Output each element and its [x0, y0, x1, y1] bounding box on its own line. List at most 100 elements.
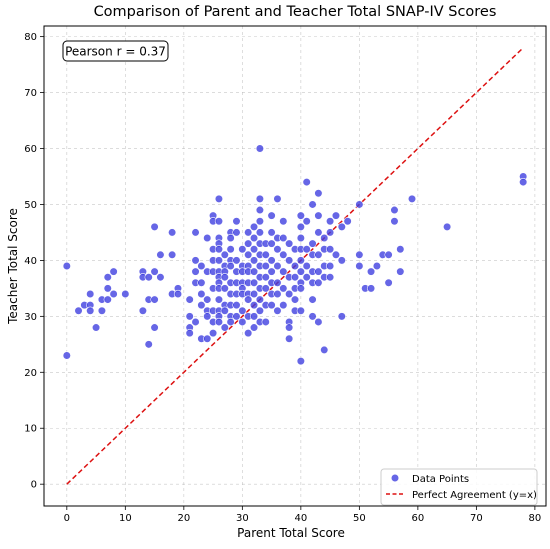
- data-point: [62, 351, 71, 360]
- data-point: [232, 312, 241, 321]
- data-point: [208, 329, 218, 338]
- axis-ticks: 0 10 20 30 40 50 60 70 80 0 10 20 30 40 50 60 70 80: [24, 32, 541, 524]
- data-point: [214, 217, 224, 226]
- data-point: [185, 329, 194, 338]
- legend-box: [380, 468, 538, 506]
- data-point: [314, 317, 323, 327]
- plot-frame: [43, 25, 547, 507]
- data-point: [214, 245, 224, 254]
- data-point: [185, 295, 194, 304]
- data-point: [255, 205, 265, 215]
- data-point: [384, 250, 393, 259]
- legend-label-points: Data Points: [412, 474, 469, 485]
- data-point: [296, 306, 305, 315]
- data-point: [302, 217, 311, 226]
- y-tick-label: 80: [24, 32, 37, 43]
- x-axis-label: Parent Total Score: [237, 526, 345, 540]
- data-point: [384, 278, 393, 287]
- data-point: [320, 345, 329, 355]
- data-point: [238, 245, 247, 254]
- data-point: [273, 245, 282, 254]
- data-point: [302, 273, 311, 282]
- data-point: [267, 267, 276, 276]
- data-point: [337, 222, 346, 231]
- data-point: [244, 295, 253, 304]
- data-point: [249, 256, 259, 265]
- data-point: [314, 278, 323, 287]
- data-point: [226, 261, 235, 271]
- data-point: [390, 217, 399, 226]
- data-point: [355, 200, 364, 209]
- data-point: [285, 289, 294, 299]
- data-point: [279, 217, 288, 226]
- data-point: [290, 295, 300, 304]
- data-point: [396, 267, 405, 276]
- data-point: [109, 289, 118, 299]
- data-point: [249, 301, 259, 310]
- data-point: [214, 256, 224, 265]
- data-point: [267, 256, 276, 265]
- data-point: [249, 233, 259, 243]
- data-point: [103, 284, 112, 293]
- data-point: [86, 289, 95, 299]
- data-point: [244, 250, 253, 259]
- x-tick-label: 20: [177, 513, 190, 524]
- data-point: [326, 228, 335, 237]
- data-point: [343, 217, 352, 226]
- data-point: [331, 211, 341, 220]
- legend-marker-points: [390, 473, 400, 483]
- data-point: [273, 289, 282, 299]
- pearson-annotation: Pearson r = 0.37: [62, 40, 169, 62]
- data-point: [244, 228, 253, 237]
- data-point: [255, 295, 265, 304]
- y-tick-label: 30: [24, 312, 37, 323]
- data-point: [290, 261, 300, 271]
- data-point: [279, 250, 288, 259]
- data-point: [337, 256, 346, 265]
- data-point: [355, 250, 364, 259]
- data-point: [326, 273, 335, 282]
- data-point: [285, 256, 294, 265]
- data-point: [74, 306, 83, 315]
- data-point: [326, 245, 335, 254]
- data-point: [249, 267, 259, 276]
- x-tick-label: 40: [294, 513, 307, 524]
- data-point: [249, 289, 259, 299]
- y-tick-label: 50: [24, 200, 37, 211]
- chart-title: Comparison of Parent and Teacher Total S…: [94, 4, 497, 20]
- data-point: [203, 334, 212, 343]
- data-point: [191, 317, 200, 327]
- data-point: [168, 250, 177, 259]
- data-point: [244, 329, 253, 338]
- data-point: [214, 295, 224, 304]
- x-tick-label: 80: [529, 513, 542, 524]
- data-point: [144, 340, 153, 349]
- data-point: [191, 267, 200, 276]
- data-point: [255, 306, 265, 315]
- data-point: [238, 306, 247, 315]
- data-point: [285, 334, 294, 343]
- data-point: [168, 228, 177, 237]
- data-point: [331, 250, 341, 259]
- data-point: [255, 194, 265, 203]
- annotation-box: [62, 40, 169, 62]
- data-point: [279, 301, 288, 310]
- data-point: [220, 323, 229, 332]
- data-point: [390, 205, 399, 215]
- data-point: [273, 306, 282, 315]
- data-point: [261, 317, 270, 327]
- data-point: [296, 233, 305, 243]
- data-point: [244, 239, 253, 248]
- y-tick-label: 40: [24, 256, 37, 267]
- data-point: [197, 301, 206, 310]
- data-point: [150, 222, 159, 231]
- data-point: [261, 250, 270, 259]
- data-points-layer: [62, 144, 528, 366]
- data-point: [443, 222, 452, 231]
- data-point: [226, 245, 235, 254]
- data-point: [255, 144, 265, 153]
- data-point: [249, 245, 259, 254]
- data-point: [91, 323, 101, 332]
